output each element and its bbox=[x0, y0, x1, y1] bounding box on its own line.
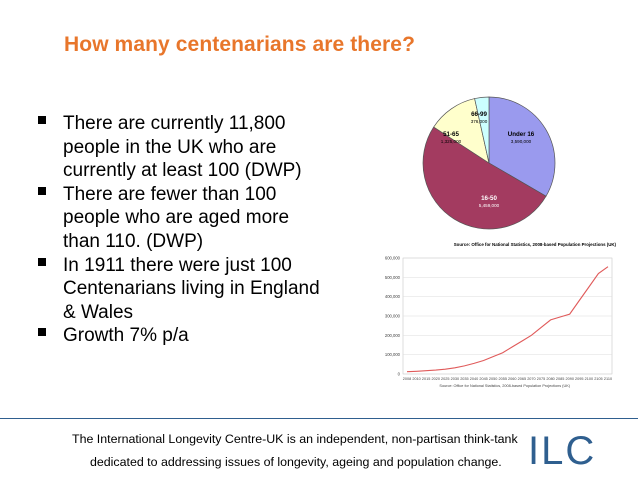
bullet-item: In 1911 there were just 100 Centenarians… bbox=[38, 254, 328, 325]
y-tick-label: 200,000 bbox=[385, 333, 401, 338]
pie-label: 16-50 bbox=[481, 195, 497, 202]
x-tick-label: 2060 bbox=[508, 377, 516, 381]
x-tick-label: 2035 bbox=[460, 377, 468, 381]
y-tick-label: 600,000 bbox=[385, 256, 401, 261]
y-tick-label: 100,000 bbox=[385, 352, 401, 357]
pie-slice-16-50 bbox=[422, 126, 547, 230]
bullet-marker bbox=[38, 328, 46, 337]
x-tick-label: 2065 bbox=[518, 377, 526, 381]
ilc-logo: ILC bbox=[528, 429, 596, 473]
pie-source: Source: Office for National Statistics, … bbox=[454, 242, 617, 247]
x-tick-label: 2040 bbox=[470, 377, 478, 381]
bullet-text: In 1911 there were just 100 Centenarians… bbox=[63, 254, 320, 323]
bullet-list: There are currently 11,800 people in the… bbox=[38, 112, 328, 348]
y-tick-label: 0 bbox=[398, 372, 401, 377]
bullet-marker bbox=[38, 257, 46, 266]
bullet-marker bbox=[38, 116, 46, 124]
footer-line-1: The International Longevity Centre-UK is… bbox=[72, 432, 518, 446]
pie-value-label: 3,590,000 bbox=[511, 139, 532, 144]
x-tick-label: 2008 bbox=[403, 377, 411, 381]
pie-slice-under-16 bbox=[488, 96, 556, 197]
x-tick-label: 2010 bbox=[412, 377, 420, 381]
footer-line-2: dedicated to addressing issues of longev… bbox=[90, 455, 502, 469]
x-tick-label: 2030 bbox=[451, 377, 459, 381]
x-tick-label: 2080 bbox=[546, 377, 554, 381]
bullet-marker bbox=[38, 186, 46, 195]
x-tick-label: 2095 bbox=[575, 377, 583, 381]
bullet-item: There are currently 11,800 people in the… bbox=[38, 112, 328, 183]
x-tick-label: 2025 bbox=[441, 377, 449, 381]
x-tick-label: 2105 bbox=[594, 377, 602, 381]
x-tick-label: 2100 bbox=[585, 377, 593, 381]
figures-svg: Under 163,590,000 16-505,459,000 51-651,32… bbox=[385, 96, 617, 388]
pie-value-label: 376,000 bbox=[471, 119, 488, 124]
x-tick-label: 2090 bbox=[565, 377, 573, 381]
slide-title: How many centenarians are there? bbox=[64, 33, 415, 56]
footer-divider bbox=[0, 418, 638, 419]
x-tick-label: 2110 bbox=[604, 377, 612, 381]
bullet-item: There are fewer than 100 people who are … bbox=[38, 183, 328, 254]
y-tick-label: 400,000 bbox=[385, 294, 401, 299]
pie-slice-66-99 bbox=[474, 96, 490, 164]
x-tick-label: 2045 bbox=[479, 377, 487, 381]
figures-area: Under 16 3,590,000 16-50 5,459,000 51-65 1,32… bbox=[370, 92, 622, 392]
y-tick-label: 300,000 bbox=[385, 314, 401, 319]
pie-value-label: 5,459,000 bbox=[479, 203, 500, 208]
x-tick-label: 2070 bbox=[527, 377, 535, 381]
pie-label: 66-99 bbox=[471, 111, 487, 118]
bullet-item: Growth 7% p/a bbox=[38, 324, 328, 348]
x-tick-label: 2020 bbox=[431, 377, 439, 381]
x-tick-label: 2085 bbox=[556, 377, 564, 381]
x-tick-label: 2050 bbox=[489, 377, 497, 381]
pie-value-label: 1,325,000 bbox=[441, 139, 462, 144]
pie-label: 51-65 bbox=[443, 131, 459, 138]
bullet-text: There are currently 11,800 people in the… bbox=[63, 113, 302, 182]
x-tick-label: 2075 bbox=[537, 377, 545, 381]
bullet-text: There are fewer than 100 people who are … bbox=[63, 183, 290, 252]
line-source: Source: Office for National Statistics, … bbox=[439, 384, 570, 388]
x-tick-label: 2055 bbox=[498, 377, 506, 381]
x-tick-label: 2015 bbox=[422, 377, 430, 381]
line-series bbox=[406, 266, 609, 373]
ilc-logo-text: ILC bbox=[528, 429, 596, 473]
bullet-text: Growth 7% p/a bbox=[63, 325, 189, 347]
pie-label: Under 16 bbox=[508, 131, 535, 138]
y-tick-label: 500,000 bbox=[385, 275, 401, 280]
